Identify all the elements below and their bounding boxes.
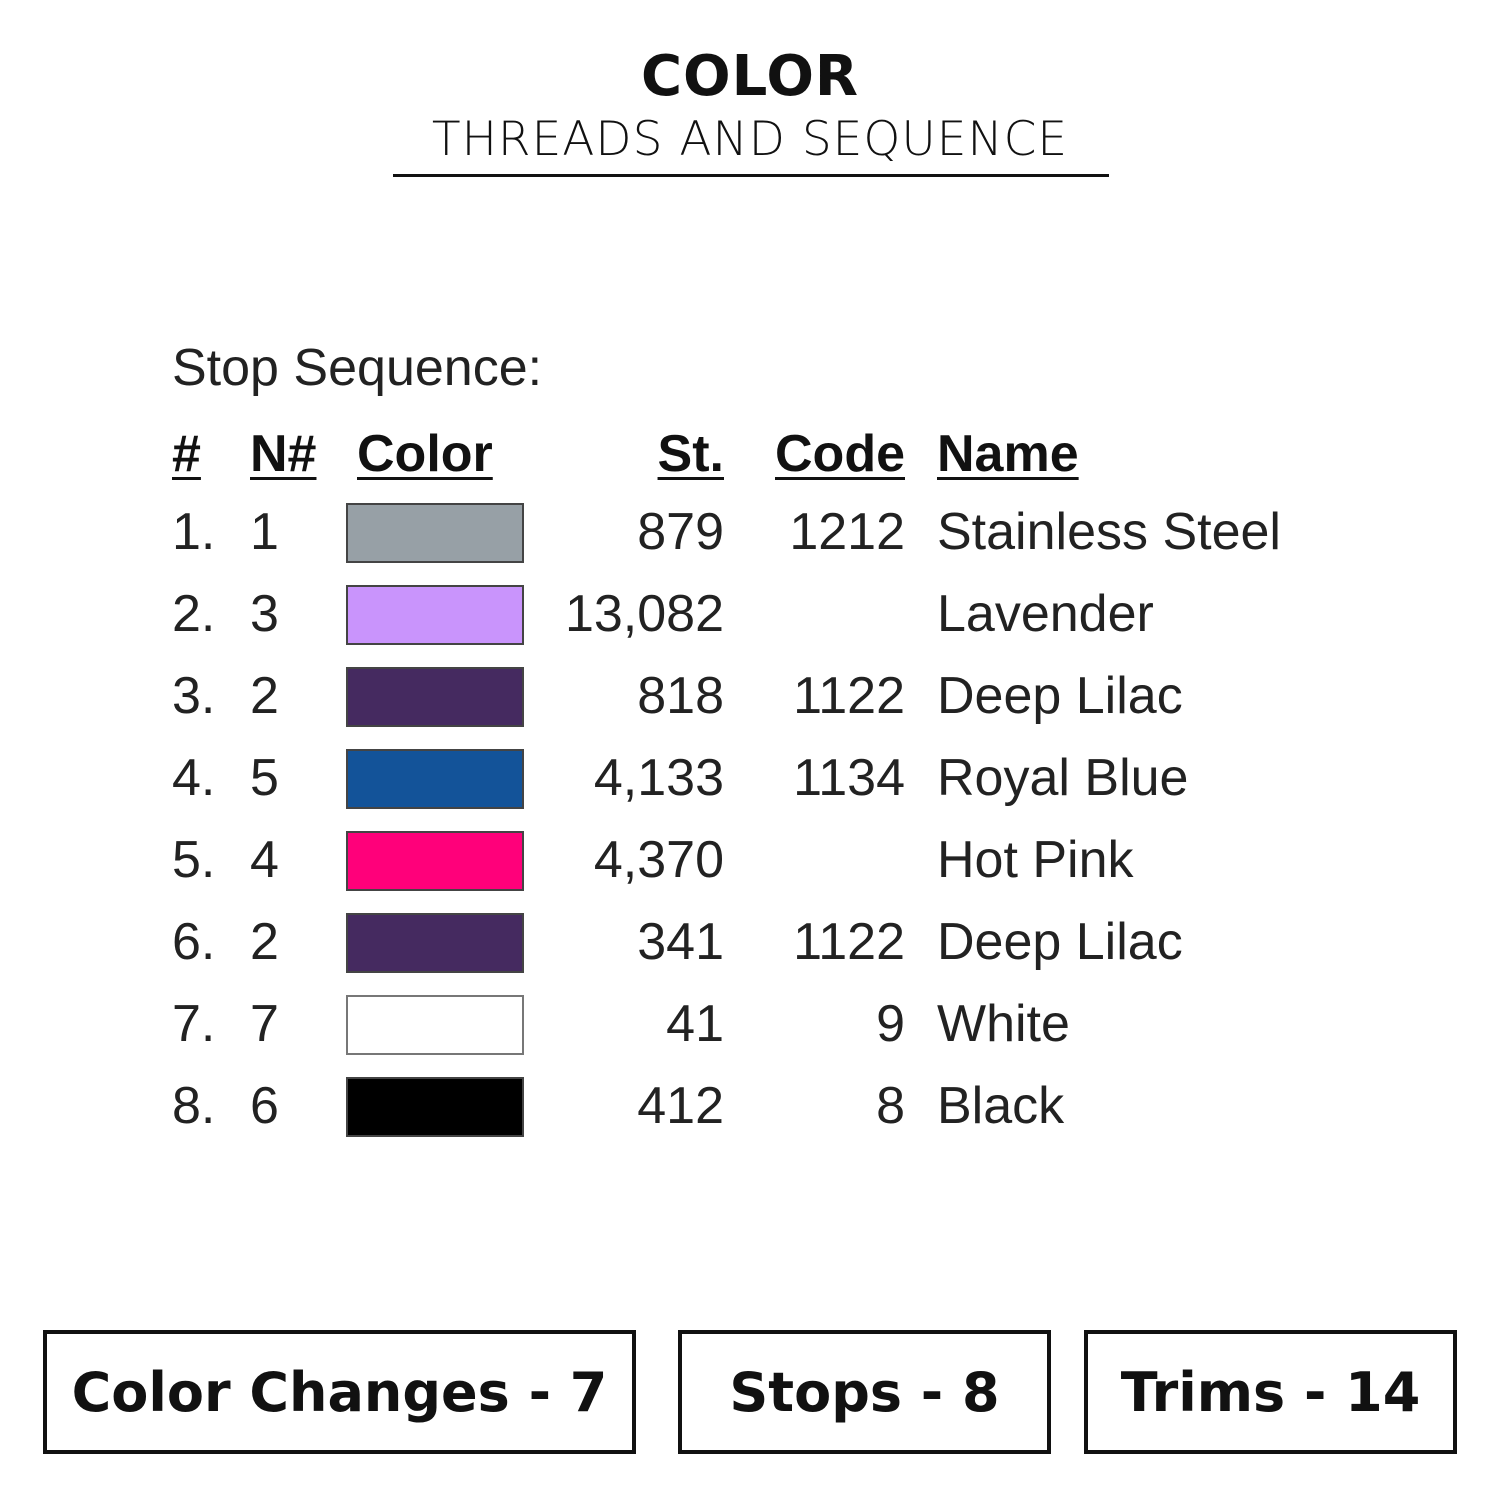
row-stitches: 341 [637, 913, 724, 971]
row-needle: 7 [250, 995, 279, 1053]
row-thread-name: Stainless Steel [937, 503, 1281, 561]
row-needle: 4 [250, 831, 279, 889]
color-swatch [346, 667, 524, 727]
color-swatch [346, 995, 524, 1055]
stop-sequence-label: Stop Sequence: [172, 339, 543, 397]
col-header-needle: N# [250, 425, 317, 483]
color-changes-badge: Color Changes - 7 [43, 1330, 636, 1454]
row-thread-name: Royal Blue [937, 749, 1189, 807]
row-thread-name: Deep Lilac [937, 913, 1183, 971]
color-swatch [346, 1077, 524, 1137]
row-stitches: 412 [637, 1077, 724, 1135]
row-needle: 1 [250, 503, 279, 561]
col-header-number: # [172, 425, 201, 483]
page-title: COLOR [640, 44, 860, 109]
col-header-name: Name [937, 425, 1079, 483]
col-header-color: Color [357, 425, 493, 483]
color-swatch [346, 503, 524, 563]
row-number: 8. [172, 1077, 216, 1135]
row-needle: 6 [250, 1077, 279, 1135]
title-divider [393, 174, 1109, 177]
col-header-code: Code [775, 425, 905, 483]
row-number: 7. [172, 995, 216, 1053]
page-subtitle: THREADS AND SEQUENCE [431, 112, 1069, 167]
row-stitches: 4,370 [593, 831, 724, 889]
row-stitches: 13,082 [564, 585, 724, 643]
row-code: 1122 [793, 913, 905, 971]
row-number: 2. [172, 585, 216, 643]
row-code: 8 [876, 1077, 905, 1135]
row-thread-name: Black [937, 1077, 1065, 1135]
row-needle: 5 [250, 749, 279, 807]
trims-badge: Trims - 14 [1084, 1330, 1457, 1454]
row-thread-name: Hot Pink [937, 831, 1134, 889]
row-thread-name: Lavender [937, 585, 1154, 643]
color-swatch [346, 585, 524, 645]
row-number: 5. [172, 831, 216, 889]
row-number: 4. [172, 749, 216, 807]
row-needle: 2 [250, 913, 279, 971]
row-stitches: 41 [666, 995, 724, 1053]
row-number: 6. [172, 913, 216, 971]
col-header-stitches: St. [657, 425, 724, 483]
stops-badge: Stops - 8 [678, 1330, 1051, 1454]
row-number: 1. [172, 503, 216, 561]
row-stitches: 879 [637, 503, 724, 561]
row-thread-name: White [937, 995, 1070, 1053]
color-swatch [346, 831, 524, 891]
row-needle: 2 [250, 667, 279, 725]
row-needle: 3 [250, 585, 279, 643]
row-number: 3. [172, 667, 216, 725]
row-code: 9 [876, 995, 905, 1053]
row-stitches: 4,133 [593, 749, 724, 807]
color-swatch [346, 749, 524, 809]
row-thread-name: Deep Lilac [937, 667, 1183, 725]
row-code: 1134 [793, 749, 905, 807]
color-swatch [346, 913, 524, 973]
row-code: 1212 [789, 503, 905, 561]
row-stitches: 818 [637, 667, 724, 725]
row-code: 1122 [793, 667, 905, 725]
